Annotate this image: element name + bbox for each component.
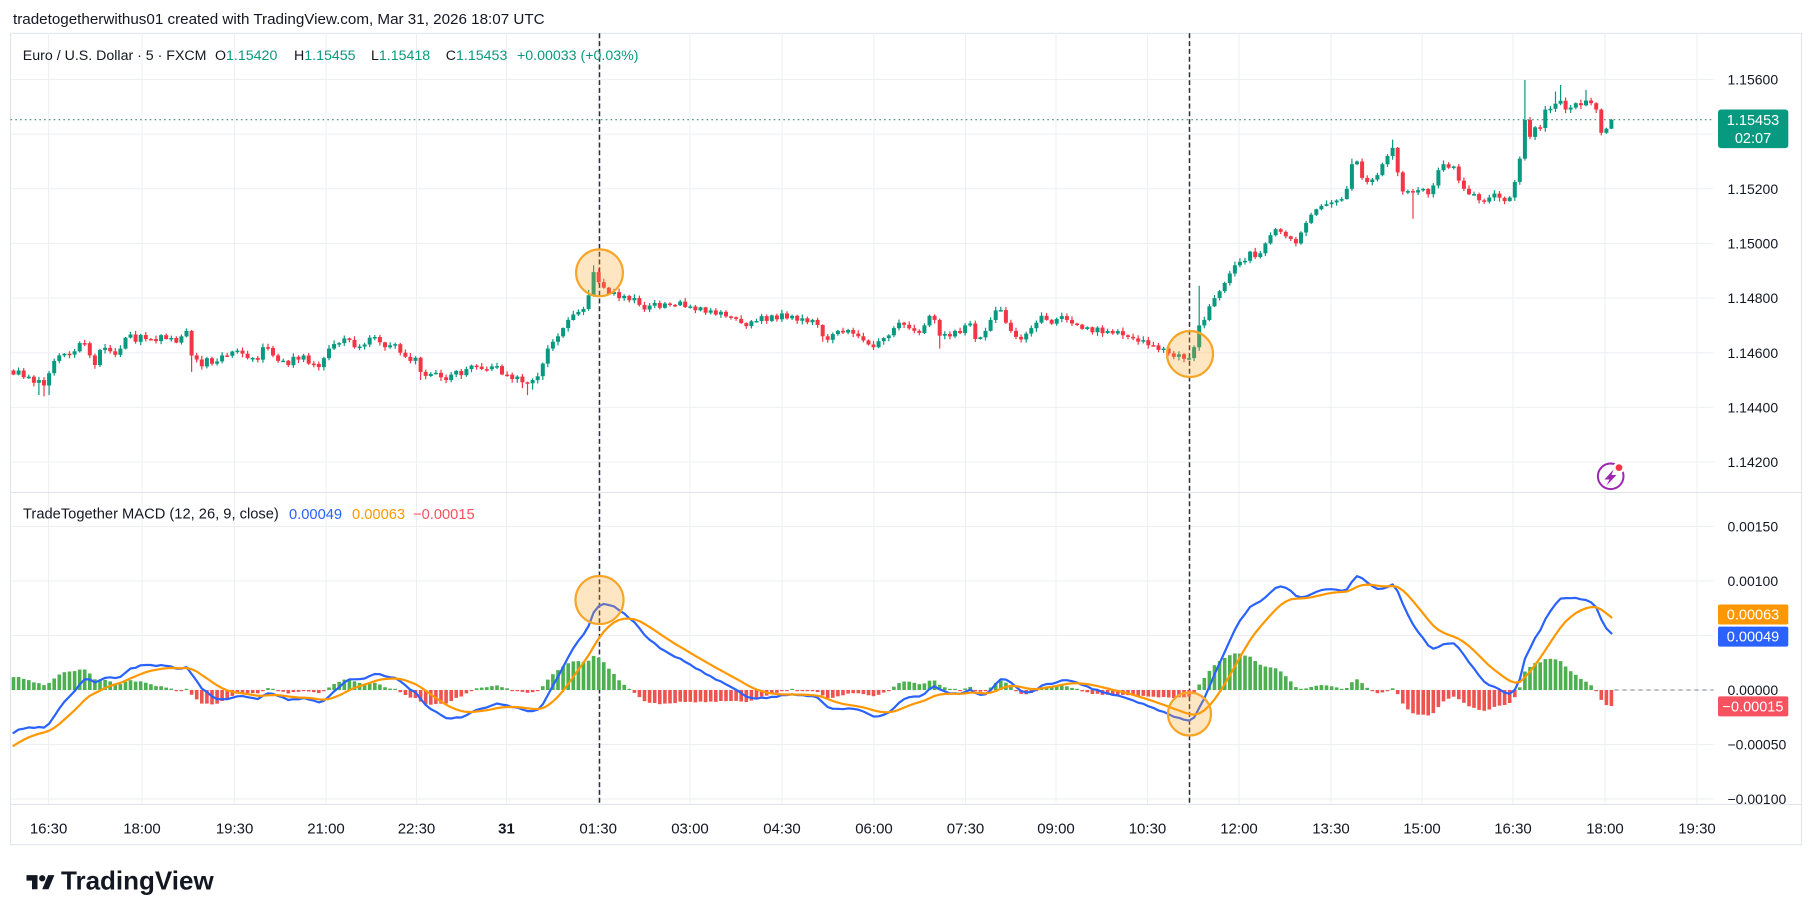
svg-text:16:30: 16:30 bbox=[30, 821, 68, 838]
svg-text:TradeTogether MACD (12, 26, 9,: TradeTogether MACD (12, 26, 9, close) bbox=[23, 507, 279, 523]
svg-text:−0.00015: −0.00015 bbox=[1723, 699, 1784, 715]
svg-text:0.00000: 0.00000 bbox=[1728, 682, 1779, 698]
svg-text:1.15000: 1.15000 bbox=[1728, 236, 1779, 252]
svg-text:0.00063: 0.00063 bbox=[352, 507, 405, 523]
svg-text:L1.15418: L1.15418 bbox=[371, 48, 430, 64]
svg-text:22:30: 22:30 bbox=[398, 821, 436, 838]
svg-text:18:00: 18:00 bbox=[123, 821, 161, 838]
svg-text:1.15453: 1.15453 bbox=[1727, 113, 1779, 129]
svg-text:0.00063: 0.00063 bbox=[1727, 608, 1779, 624]
svg-text:31: 31 bbox=[498, 821, 515, 838]
svg-text:H1.15455: H1.15455 bbox=[294, 48, 356, 64]
svg-text:19:30: 19:30 bbox=[1678, 821, 1716, 838]
svg-text:C1.15453: C1.15453 bbox=[446, 48, 508, 64]
svg-text:02:07: 02:07 bbox=[1735, 131, 1771, 147]
svg-text:1.14600: 1.14600 bbox=[1728, 345, 1779, 361]
svg-text:19:30: 19:30 bbox=[216, 821, 254, 838]
svg-text:1.14400: 1.14400 bbox=[1728, 400, 1779, 416]
svg-text:1.14800: 1.14800 bbox=[1728, 290, 1779, 306]
svg-text:0.00150: 0.00150 bbox=[1728, 519, 1779, 535]
svg-text:−0.00015: −0.00015 bbox=[413, 507, 475, 523]
svg-text:06:00: 06:00 bbox=[855, 821, 893, 838]
svg-text:01:30: 01:30 bbox=[579, 821, 617, 838]
svg-text:tradetogetherwithus01 created: tradetogetherwithus01 created with Tradi… bbox=[13, 11, 545, 28]
svg-text:+0.00033 (+0.03%): +0.00033 (+0.03%) bbox=[517, 48, 638, 64]
svg-text:Euro / U.S. Dollar · 5 · FXCM: Euro / U.S. Dollar · 5 · FXCM bbox=[23, 48, 207, 64]
svg-text:15:00: 15:00 bbox=[1403, 821, 1441, 838]
svg-text:−0.00100: −0.00100 bbox=[1728, 791, 1787, 807]
svg-text:18:00: 18:00 bbox=[1586, 821, 1624, 838]
svg-text:0.00049: 0.00049 bbox=[289, 507, 342, 523]
svg-text:10:30: 10:30 bbox=[1129, 821, 1167, 838]
svg-text:−0.00050: −0.00050 bbox=[1728, 737, 1787, 753]
svg-text:07:30: 07:30 bbox=[947, 821, 985, 838]
svg-text:O1.15420: O1.15420 bbox=[215, 48, 277, 64]
svg-text:0.00100: 0.00100 bbox=[1728, 573, 1779, 589]
svg-text:09:00: 09:00 bbox=[1037, 821, 1075, 838]
svg-text:1.15200: 1.15200 bbox=[1728, 181, 1779, 197]
svg-text:0.00049: 0.00049 bbox=[1727, 630, 1779, 646]
svg-text:13:30: 13:30 bbox=[1312, 821, 1350, 838]
svg-text:04:30: 04:30 bbox=[763, 821, 801, 838]
svg-text:21:00: 21:00 bbox=[307, 821, 345, 838]
svg-text:12:00: 12:00 bbox=[1220, 821, 1258, 838]
svg-text:TradingView: TradingView bbox=[61, 866, 214, 896]
svg-text:1.15600: 1.15600 bbox=[1728, 72, 1779, 88]
svg-text:03:00: 03:00 bbox=[671, 821, 709, 838]
svg-text:16:30: 16:30 bbox=[1494, 821, 1532, 838]
svg-text:1.14200: 1.14200 bbox=[1728, 454, 1779, 470]
